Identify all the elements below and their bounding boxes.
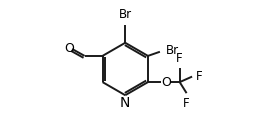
Text: N: N (120, 96, 130, 110)
Text: F: F (176, 52, 183, 65)
Text: Br: Br (119, 8, 132, 21)
Text: O: O (64, 43, 74, 55)
Text: F: F (196, 70, 202, 83)
Text: F: F (183, 97, 190, 110)
Text: O: O (161, 76, 171, 89)
Text: Br: Br (165, 44, 178, 57)
